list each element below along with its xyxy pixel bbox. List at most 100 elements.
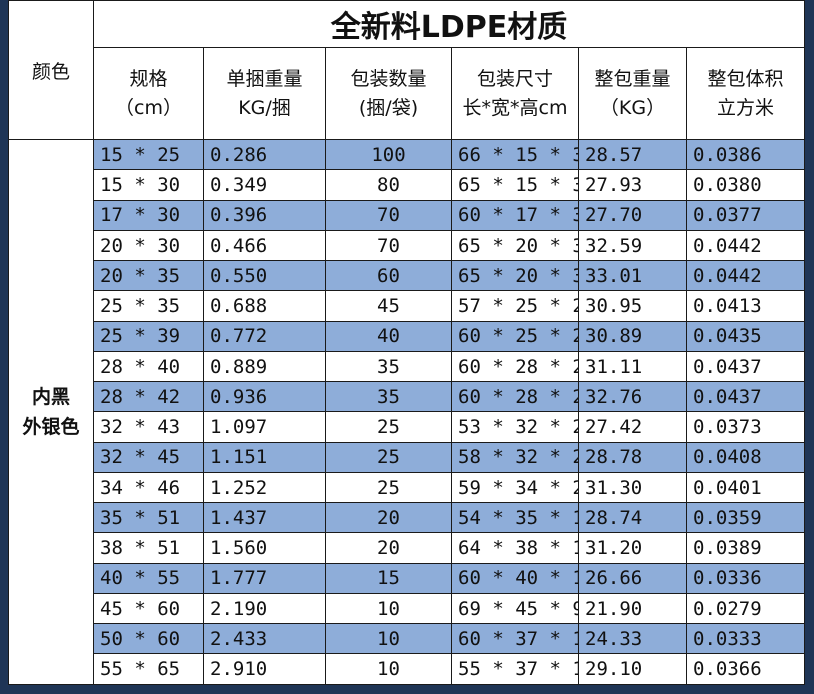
- color-value-line: 外银色: [22, 416, 80, 439]
- cell-total-weight: 30.95: [578, 290, 687, 322]
- cell-size: 65 * 20 * 34: [451, 260, 579, 292]
- cell-spec: 15 * 25: [93, 139, 204, 171]
- header-spec-line2: （cm）: [115, 96, 182, 119]
- cell-unit-weight: 0.688: [203, 290, 326, 322]
- header-size-line1: 包装尺寸: [476, 67, 553, 90]
- cell-spec: 20 * 35: [93, 260, 204, 292]
- cell-unit-weight: 0.772: [203, 320, 326, 352]
- header-spec-line1: 规格: [129, 67, 168, 90]
- cell-unit-weight: 0.550: [203, 260, 326, 292]
- cell-size: 57 * 25 * 29: [451, 290, 579, 322]
- cell-size: 54 * 35 * 19: [451, 502, 579, 534]
- cell-size: 65 * 20 * 34: [451, 229, 579, 262]
- cell-qty: 20: [325, 502, 452, 534]
- cell-total-weight: 28.74: [578, 502, 687, 534]
- cell-qty: 10: [325, 623, 452, 655]
- cell-unit-weight: 0.396: [203, 199, 326, 231]
- cell-qty: 10: [325, 653, 452, 685]
- cell-total-weight: 26.66: [578, 562, 687, 594]
- cell-size: 60 * 25 * 29: [451, 320, 579, 352]
- cell-total-weight: 27.42: [578, 411, 687, 443]
- cell-volume: 0.0413: [685, 290, 806, 322]
- header-total-weight-line1: 整包重量: [594, 67, 671, 90]
- cell-unit-weight: 1.560: [203, 532, 326, 564]
- cell-spec: 35 * 51: [93, 502, 204, 534]
- header-unit-weight: 单捆重量 KG/捆: [203, 47, 326, 141]
- cell-spec: 25 * 39: [93, 320, 204, 352]
- cell-spec: 50 * 60: [93, 623, 204, 655]
- cell-spec: 17 * 30: [93, 199, 204, 231]
- cell-volume: 0.0366: [685, 653, 806, 685]
- cell-qty: 25: [325, 441, 452, 473]
- cell-unit-weight: 0.349: [203, 169, 326, 201]
- header-qty-line1: 包装数量: [350, 67, 427, 90]
- title-row: 颜色 全新料LDPE材质: [8, 0, 806, 141]
- header-qty-line2: (捆/袋): [358, 96, 419, 119]
- cell-spec: 45 * 60: [93, 592, 204, 625]
- cell-total-weight: 33.01: [578, 260, 687, 292]
- cell-spec: 25 * 35: [93, 290, 204, 322]
- cell-spec: 38 * 51: [93, 532, 204, 564]
- cell-volume: 0.0437: [685, 381, 806, 413]
- cell-size: 60 * 40 * 14: [451, 562, 579, 594]
- cell-qty: 25: [325, 411, 452, 443]
- header-qty: 包装数量 (捆/袋): [325, 47, 452, 141]
- cell-total-weight: 31.11: [578, 350, 687, 383]
- cell-total-weight: 27.70: [578, 199, 687, 231]
- cell-spec: 32 * 45: [93, 441, 204, 473]
- header-volume-line2: 立方米: [717, 96, 775, 119]
- cell-qty: 45: [325, 290, 452, 322]
- cell-total-weight: 31.20: [578, 532, 687, 564]
- cell-spec: 20 * 30: [93, 229, 204, 262]
- header-total-weight-line2: （KG）: [599, 96, 666, 119]
- cell-spec: 28 * 40: [93, 350, 204, 383]
- cell-unit-weight: 0.466: [203, 229, 326, 262]
- cell-total-weight: 28.78: [578, 441, 687, 473]
- cell-qty: 70: [325, 199, 452, 231]
- cell-size: 59 * 34 * 20: [451, 471, 579, 504]
- cell-size: 60 * 28 * 26: [451, 350, 579, 383]
- cell-unit-weight: 0.889: [203, 350, 326, 383]
- cell-qty: 80: [325, 169, 452, 201]
- cell-total-weight: 30.89: [578, 320, 687, 352]
- cell-qty: 100: [325, 139, 452, 171]
- header-size: 包装尺寸 长*宽*高cm: [451, 47, 579, 141]
- cell-total-weight: 31.30: [578, 471, 687, 504]
- cell-qty: 60: [325, 260, 452, 292]
- cell-unit-weight: 0.936: [203, 381, 326, 413]
- cell-spec: 34 * 46: [93, 471, 204, 504]
- cell-volume: 0.0333: [685, 623, 806, 655]
- cell-unit-weight: 2.910: [203, 653, 326, 685]
- cell-qty: 15: [325, 562, 452, 594]
- cell-spec: 32 * 43: [93, 411, 204, 443]
- cell-size: 53 * 32 * 22: [451, 411, 579, 443]
- cell-volume: 0.0359: [685, 502, 806, 534]
- cell-total-weight: 28.57: [578, 139, 687, 171]
- table-body: 颜色 全新料LDPE材质 规格 （cm） 单捆重量 KG/捆 包装数量 (捆/袋…: [8, 0, 806, 685]
- cell-qty: 40: [325, 320, 452, 352]
- cell-total-weight: 32.76: [578, 381, 687, 413]
- cell-qty: 70: [325, 229, 452, 262]
- cell-qty: 20: [325, 532, 452, 564]
- cell-size: 60 * 28 * 26: [451, 381, 579, 413]
- table-row: 45 * 60 2.190 10 69 * 45 * 9 21.90 0.0279: [9, 592, 806, 625]
- cell-volume: 0.0336: [685, 562, 806, 594]
- cell-qty: 35: [325, 350, 452, 383]
- header-unit-weight-line2: KG/捆: [238, 96, 291, 119]
- cell-size: 60 * 17 * 37: [451, 199, 579, 231]
- table-title: 全新料LDPE材质: [92, 0, 806, 49]
- cell-unit-weight: 2.190: [203, 592, 326, 625]
- cell-qty: 35: [325, 381, 452, 413]
